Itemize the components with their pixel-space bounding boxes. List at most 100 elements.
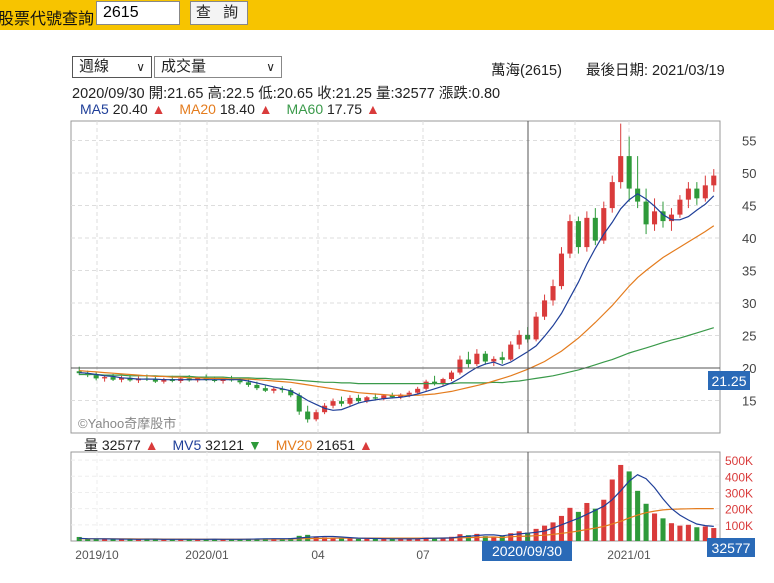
volume-bar: [398, 538, 404, 541]
last-date: 最後日期: 2021/03/19: [586, 63, 725, 79]
up-arrow-icon: ▲: [365, 101, 380, 117]
volume-bar: [482, 536, 488, 541]
volume-bar: [601, 499, 607, 541]
candle-body: [389, 395, 395, 398]
vol-label: 量: [84, 437, 98, 453]
search-bar: 股票代號查詢 查 詢: [0, 0, 774, 30]
volume-bar: [322, 537, 328, 541]
volume-bar: [448, 536, 455, 541]
volume-bar: [677, 525, 683, 541]
yahoo-watermark: ©Yahoo奇摩股市: [78, 416, 176, 431]
candle-body: [296, 395, 302, 412]
candle-body: [533, 316, 539, 340]
volume-bar: [381, 538, 387, 541]
stock-code-input[interactable]: [96, 1, 180, 25]
volume-bar: [584, 502, 590, 541]
volume-bar: [406, 538, 412, 541]
volume-bar: [618, 464, 624, 541]
candle-body: [702, 185, 708, 199]
volume-bar: [702, 526, 708, 541]
candle-body: [195, 377, 201, 381]
date-tag: 2020/09/30: [492, 543, 562, 559]
volume-bar: [330, 537, 336, 541]
volume-bar: [389, 539, 395, 541]
volume-bar: [626, 471, 632, 541]
ma20-value: 18.40: [219, 101, 255, 117]
candle-body: [694, 188, 700, 199]
candle-body: [448, 372, 455, 380]
volume-bar: [372, 538, 378, 541]
info-high: 高:22.5: [207, 86, 255, 102]
candle-body: [465, 359, 471, 365]
ma-lines: [79, 193, 715, 540]
info-low: 低:20.65: [258, 86, 314, 102]
candle-body: [508, 344, 514, 360]
volume-tag-box: [707, 538, 755, 557]
volume-bar: [186, 539, 192, 541]
indicator-select[interactable]: 成交量 ∨: [154, 56, 282, 78]
volume-bar: [203, 539, 209, 541]
candle-body: [432, 381, 438, 384]
candle-body: [254, 384, 260, 389]
ma5-value: 20.40: [112, 101, 148, 117]
volume-bar: [347, 538, 353, 541]
mv5-value: 32121: [205, 437, 245, 453]
volume-bar: [220, 539, 226, 541]
time-tick-label: 2021/01: [607, 548, 651, 562]
volume-bar: [152, 539, 158, 541]
candle-body: [626, 156, 632, 189]
candle-body: [381, 395, 387, 399]
up-arrow-icon: ▲: [359, 437, 373, 453]
volume-bar: [592, 508, 598, 541]
candle-body: [499, 357, 505, 360]
volume-bar: [685, 524, 691, 541]
volume-bar: [542, 525, 548, 541]
indicator-select-value: 成交量: [161, 58, 207, 75]
candle-body: [440, 379, 446, 384]
query-button[interactable]: 查 詢: [190, 1, 248, 25]
price-tick-label: 25: [742, 329, 756, 344]
volume-bar: [102, 539, 108, 541]
candle-body: [279, 388, 285, 391]
ma60-value: 17.75: [327, 101, 363, 117]
candle-body: [110, 377, 116, 380]
volume-bar: [144, 539, 150, 541]
info-date: 2020/09/30: [72, 86, 145, 102]
candle-body: [601, 208, 607, 241]
volume-bar: [118, 539, 125, 541]
time-tick-label: 07: [416, 548, 430, 562]
candle-body: [660, 211, 666, 222]
price-panel-frame: [70, 120, 721, 434]
ma60-line: [79, 327, 714, 385]
volume-bar: [533, 528, 539, 541]
volume-bar: [694, 527, 700, 541]
info-change: 漲跌:0.80: [438, 86, 501, 102]
volume-tick-label: 300K: [725, 486, 753, 500]
volume-tick-label: 500K: [725, 454, 753, 468]
mv20-value: 21651: [316, 437, 356, 453]
candle-body: [212, 379, 218, 381]
price-tick-label: 45: [742, 199, 756, 214]
candle-body: [592, 217, 598, 241]
ma5-label: MA5: [80, 101, 109, 117]
candle-body: [288, 390, 294, 396]
volume-bar: [338, 538, 345, 541]
volume-bar: [195, 539, 201, 541]
volume-tick-label: 400K: [725, 470, 753, 484]
period-select[interactable]: 週線 ∨: [72, 56, 152, 78]
candle-body: [237, 380, 243, 383]
price-tag: 21.25: [711, 373, 746, 389]
candle-body: [313, 412, 319, 420]
candle-body: [677, 199, 683, 215]
candle-body: [423, 381, 429, 389]
candle-body: [474, 353, 480, 365]
volume-bar: [93, 538, 99, 541]
candle-body: [516, 334, 522, 345]
candle-body: [618, 156, 624, 183]
candle-body: [127, 377, 133, 381]
candle-body: [584, 217, 590, 248]
volume-tick-label: 200K: [725, 503, 753, 517]
volume-bar: [161, 539, 167, 541]
candle-body: [457, 359, 463, 373]
